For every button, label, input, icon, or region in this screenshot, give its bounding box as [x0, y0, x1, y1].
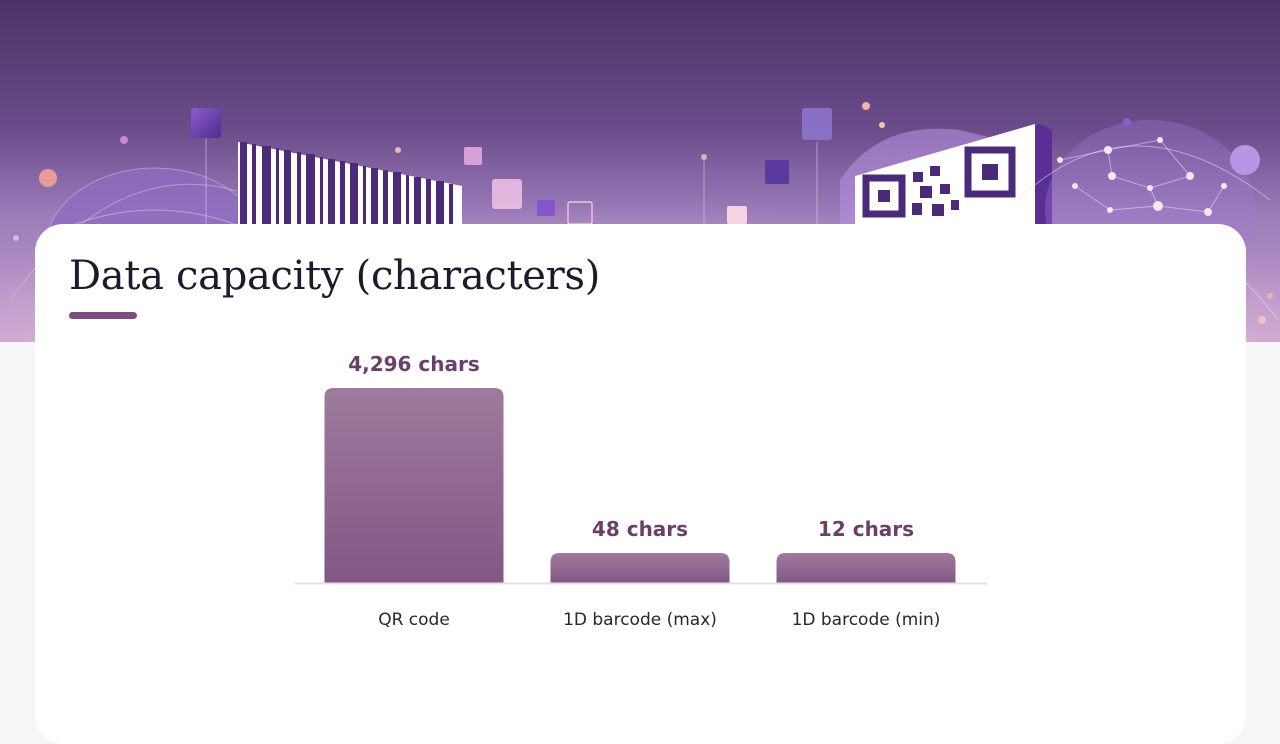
- page-title: Data capacity (characters): [69, 253, 601, 299]
- barcode-icon: [238, 142, 462, 224]
- cube-icon: [191, 108, 221, 224]
- category-label-3: 1D barcode (min): [792, 610, 941, 630]
- value-label-3: 12 chars: [818, 517, 914, 541]
- bar-chart: 4,296 chars QR code 48 chars 1D barcode (ma…: [295, 352, 987, 630]
- bar-2: [550, 553, 730, 583]
- labels-group: 4,296 chars QR code 48 chars 1D barcode (ma…: [348, 352, 940, 630]
- category-label-2: 1D barcode (max): [563, 610, 717, 630]
- cube-icon: [727, 108, 832, 224]
- value-label-1: 4,296 chars: [348, 352, 480, 376]
- category-label-1: QR code: [378, 610, 450, 630]
- chart-card: [35, 224, 1246, 744]
- value-label-2: 48 chars: [592, 517, 688, 541]
- bar-3: [776, 553, 956, 583]
- bar-1: [324, 388, 504, 583]
- qr-code-icon: [840, 124, 1052, 224]
- bars-group: [324, 388, 956, 583]
- title-underline: [69, 312, 137, 319]
- cube-icon: [464, 147, 593, 225]
